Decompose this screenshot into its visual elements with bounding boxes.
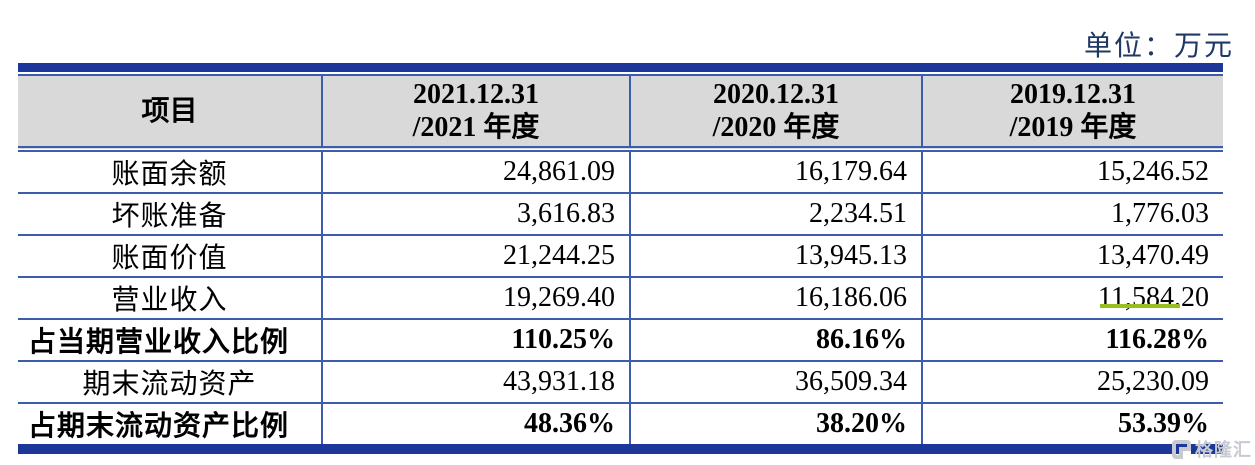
row-label: 账面价值 (18, 235, 322, 278)
table-row: 坏账准备 3,616.83 2,234.51 1,776.03 (18, 193, 1223, 236)
column-header-line2: /2019 年度 (1009, 112, 1137, 143)
green-highlight-underline (1100, 304, 1180, 308)
row-label: 坏账准备 (18, 193, 322, 236)
column-header-line1: 2019.12.31 (1010, 79, 1136, 110)
gelonghui-logo-icon (1172, 439, 1191, 459)
value-cell-2021: 21,244.25 (321, 235, 630, 278)
value-cell-2020: 16,179.64 (629, 149, 922, 194)
table-top-rule (18, 63, 1223, 72)
value-cell-2021: 24,861.09 (321, 149, 630, 194)
row-label: 占当期营业收入比例 (18, 319, 322, 362)
value-cell-2019: 11,584.20 (921, 277, 1223, 320)
value-cell-2020: 2,234.51 (629, 193, 922, 236)
column-header-line2: /2020 年度 (712, 112, 840, 143)
row-label: 营业收入 (18, 277, 322, 320)
column-header-2019: 2019.12.31 /2019 年度 (921, 75, 1223, 152)
value-cell-2020: 38.20% (629, 403, 922, 444)
column-header-2020: 2020.12.31 /2020 年度 (629, 75, 922, 152)
value-cell-2019: 53.39% (921, 403, 1223, 444)
value-cell-2019: 25,230.09 (921, 361, 1223, 404)
value-cell-2021: 110.25% (321, 319, 630, 362)
value-cell-2019: 116.28% (921, 319, 1223, 362)
value-cell-2019: 13,470.49 (921, 235, 1223, 278)
value-cell-2020: 86.16% (629, 319, 922, 362)
row-label: 占期末流动资产比例 (28, 411, 290, 442)
column-header-line1: 2020.12.31 (713, 79, 839, 110)
value-cell-2021: 43,931.18 (321, 361, 630, 404)
value-cell-2021: 48.36% (321, 403, 630, 444)
table-row: 账面价值 21,244.25 13,945.13 13,470.49 (18, 235, 1223, 278)
column-header-2021: 2021.12.31 /2021 年度 (321, 75, 630, 152)
column-header-label: 项目 (141, 95, 198, 127)
table-bottom-rule (18, 444, 1223, 454)
value-cell-2020: 13,945.13 (629, 235, 922, 278)
value-cell-2021: 19,269.40 (321, 277, 630, 320)
gelonghui-watermark: 格隆汇 (1172, 436, 1252, 462)
column-header-line1: 2021.12.31 (413, 79, 539, 110)
table-row: 账面余额 24,861.09 16,179.64 15,246.52 (18, 149, 1223, 194)
row-label: 期末流动资产 (18, 361, 322, 404)
data-table: 项目 2021.12.31 /2021 年度 2020.12.31 /2020 … (18, 74, 1223, 444)
header-row: 项目 2021.12.31 /2021 年度 2020.12.31 /2020 … (18, 75, 1223, 152)
column-header-line2: /2021 年度 (412, 112, 540, 143)
unit-label: 单位：万元 (1083, 31, 1234, 62)
column-header-item: 项目 (18, 75, 322, 152)
value-cell-2019: 15,246.52 (921, 149, 1223, 194)
table-row: 期末流动资产 43,931.18 36,509.34 25,230.09 (18, 361, 1223, 404)
value-cell-2021: 3,616.83 (321, 193, 630, 236)
row-label: 账面余额 (18, 149, 322, 194)
table-row: 营业收入 19,269.40 16,186.06 11,584.20 (18, 277, 1223, 320)
value-cell-2020: 16,186.06 (629, 277, 922, 320)
financial-table: 项目 2021.12.31 /2021 年度 2020.12.31 /2020 … (18, 63, 1223, 454)
table-row: 占期末流动资产比例 48.36% 38.20% 53.39% (18, 403, 1223, 444)
value-cell-2020: 36,509.34 (629, 361, 922, 404)
value-cell-2019: 1,776.03 (921, 193, 1223, 236)
table-row: 占当期营业收入比例 110.25% 86.16% 116.28% (18, 319, 1223, 362)
watermark-text: 格隆汇 (1195, 440, 1252, 460)
